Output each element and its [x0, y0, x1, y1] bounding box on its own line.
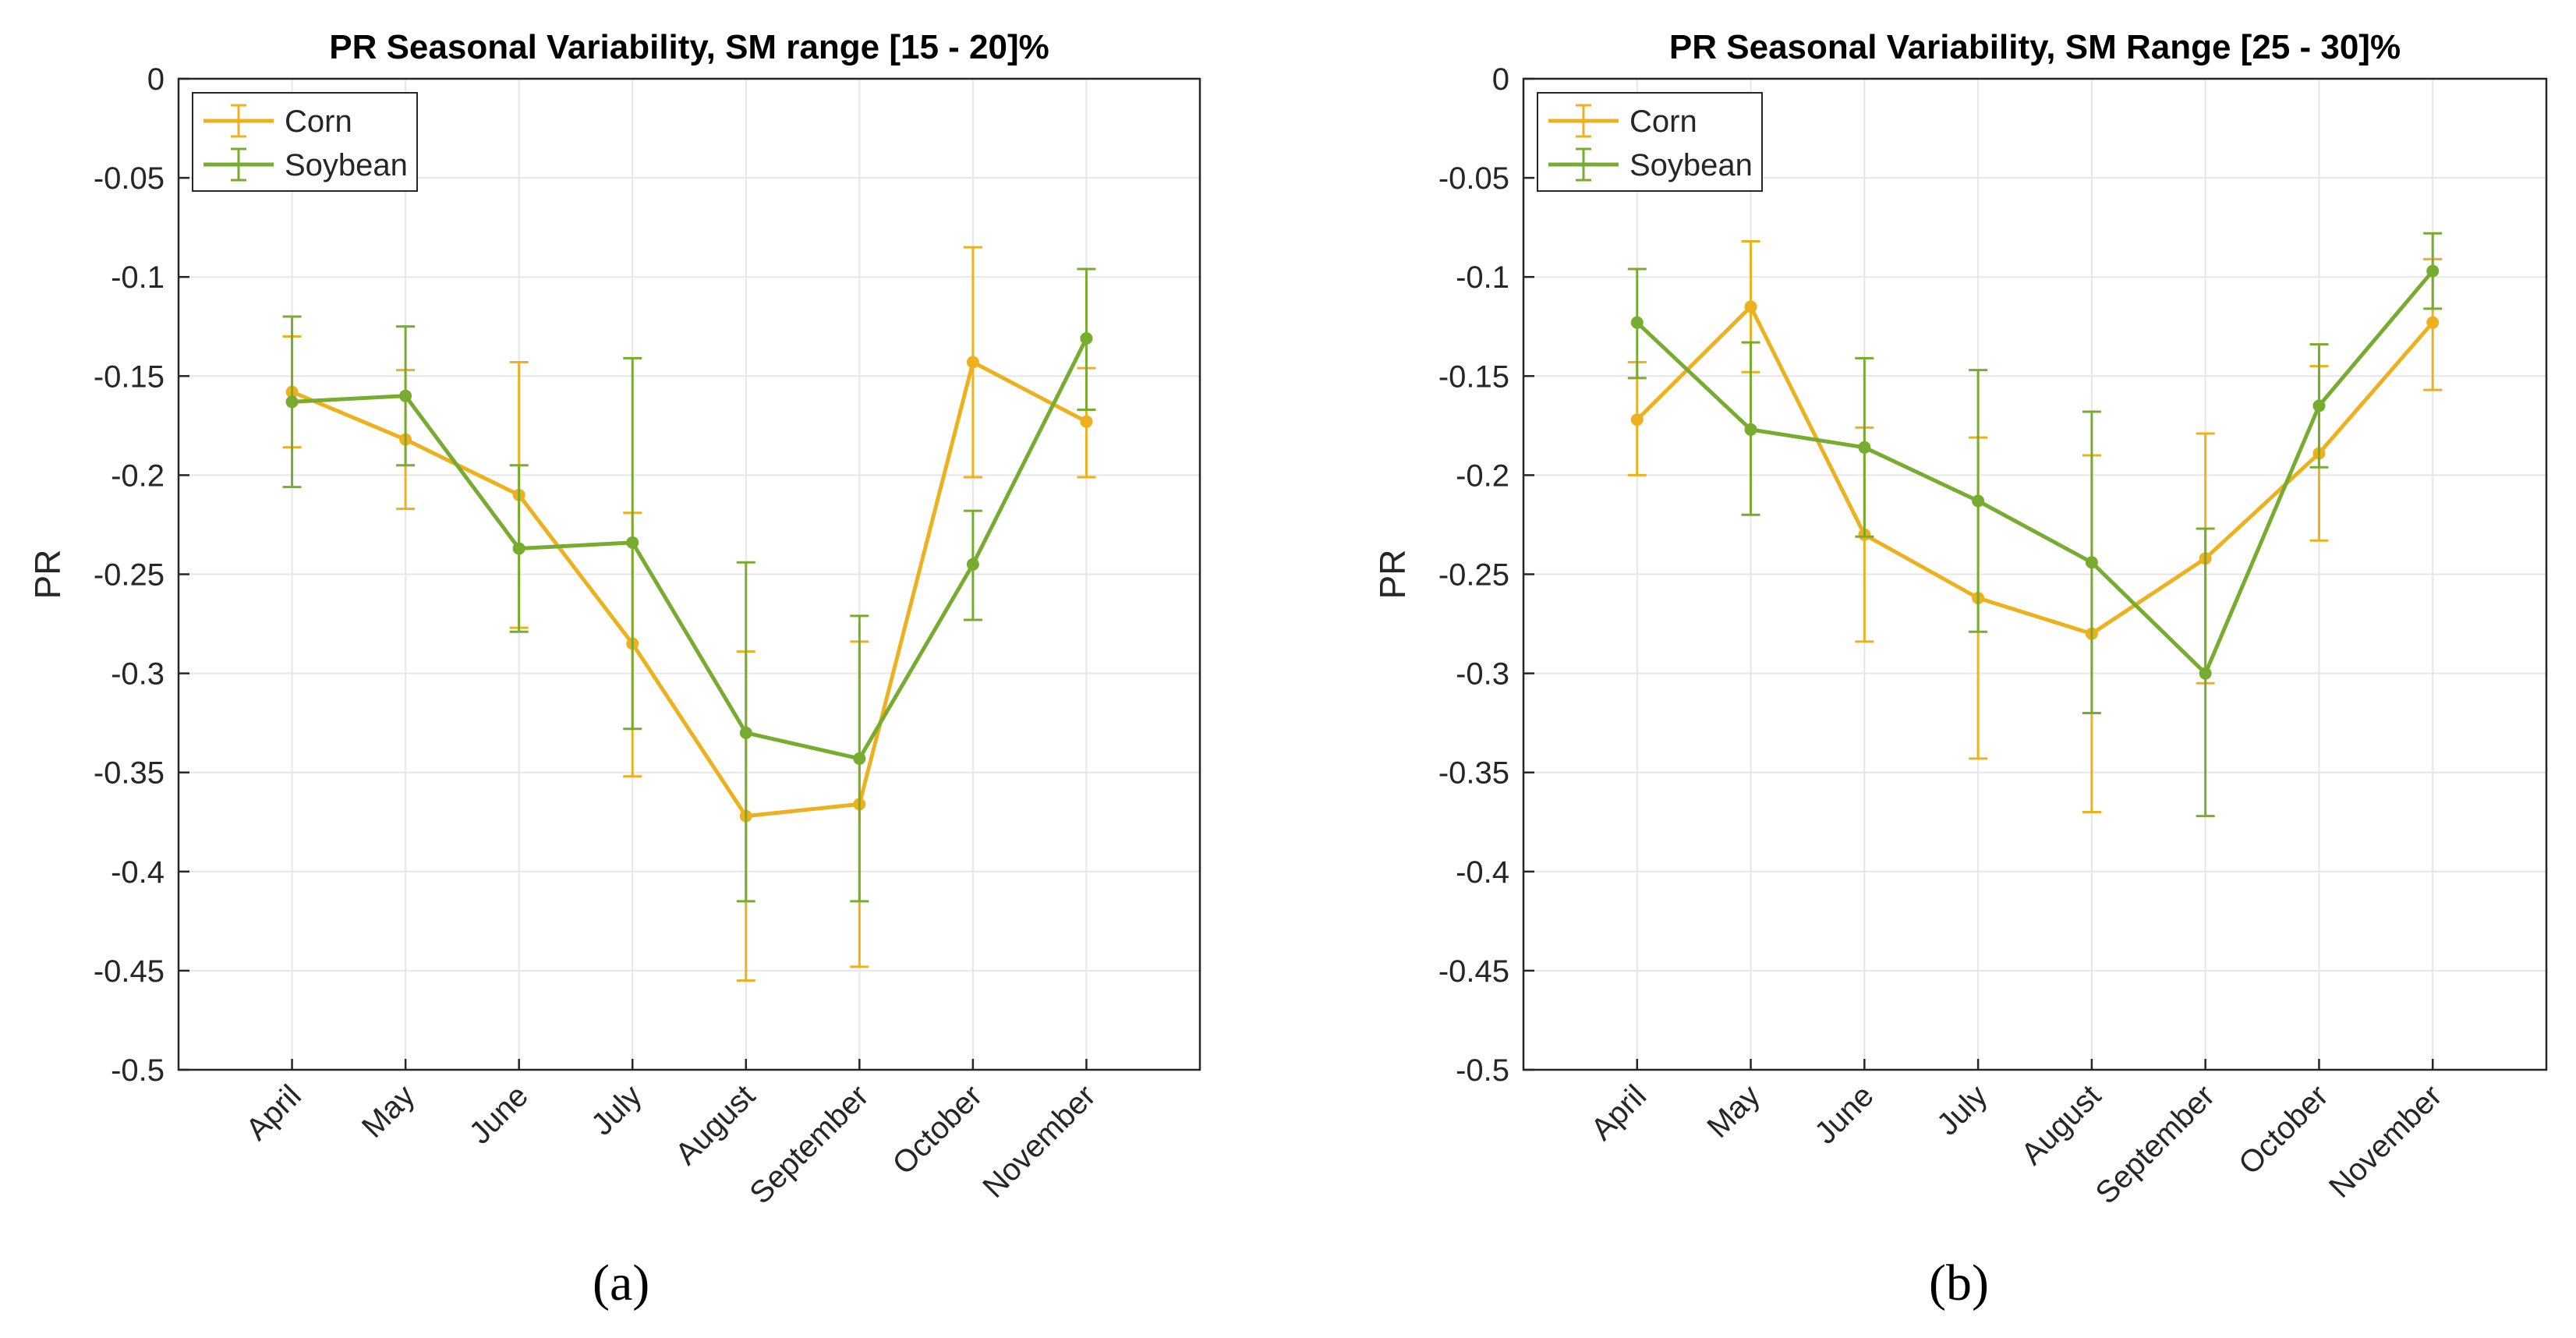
y-tick-label: -0.35 [1438, 756, 1509, 791]
series-soybean [282, 267, 1096, 903]
data-point [2312, 399, 2326, 412]
y-tick-label: -0.45 [1438, 954, 1509, 989]
y-tick-label: -0.05 [94, 161, 165, 196]
x-tick-label: September [2089, 1078, 2221, 1210]
x-tick-label: November [2323, 1078, 2449, 1205]
data-point [966, 558, 979, 571]
y-tick-label: -0.05 [1438, 161, 1509, 196]
y-tick-label: -0.4 [1456, 855, 1509, 890]
legend: Corn Soybean [192, 92, 418, 192]
x-tick-label: June [1808, 1078, 1880, 1150]
data-point [853, 752, 866, 765]
data-point [1972, 494, 1985, 508]
y-tick-label: -0.35 [94, 756, 165, 791]
data-point [2426, 316, 2440, 329]
chart-b: 0 -0.05 -0.1 -0.15 -0.2 -0.25 -0.3 -0.35 -0.4 -0.… [1372, 28, 2548, 1211]
x-tick-label: June [463, 1078, 535, 1150]
y-tick-label: -0.1 [111, 260, 165, 295]
y-tick-label: -0.5 [1456, 1053, 1509, 1088]
panel-caption-b: (b) [1929, 1255, 1989, 1311]
x-tick-label: September [743, 1078, 875, 1210]
y-tick-label: 0 [147, 62, 165, 97]
x-tick-label: April [239, 1078, 308, 1147]
data-point [285, 395, 299, 409]
chart-title: PR Seasonal Variability, SM Range [25 - … [1669, 28, 2401, 66]
data-point [966, 356, 979, 369]
x-tick-label: October [2232, 1078, 2335, 1181]
series-line [291, 360, 1088, 819]
data-point [1858, 441, 1871, 454]
data-point [2426, 264, 2440, 278]
x-tick-label: August [2015, 1078, 2107, 1171]
data-point [1744, 423, 1757, 436]
legend-label: Corn [285, 104, 352, 139]
x-tick-label: October [886, 1078, 989, 1181]
legend-label: Corn [1629, 104, 1697, 139]
x-tick-label: July [585, 1078, 648, 1142]
y-tick-label: -0.4 [111, 855, 165, 890]
y-axis-label: PR [27, 550, 68, 600]
data-point [626, 536, 639, 549]
data-point [1630, 413, 1644, 427]
y-tick-label: -0.1 [1456, 260, 1509, 295]
data-point [512, 542, 525, 555]
legend-label: Soybean [1629, 148, 1753, 182]
panel-caption-a: (a) [593, 1255, 650, 1311]
series-line [1636, 304, 2435, 636]
chart-title: PR Seasonal Variability, SM range [15 - … [329, 28, 1049, 66]
x-tick-label: May [356, 1078, 422, 1145]
y-tick-label: -0.2 [1456, 458, 1509, 493]
legend-box [192, 92, 418, 192]
data-point [399, 389, 412, 402]
data-point [1744, 300, 1757, 313]
y-tick-label: -0.3 [1456, 657, 1509, 692]
y-tick-label: -0.15 [94, 359, 165, 394]
chart-a: 0 -0.05 -0.1 -0.15 -0.2 -0.25 -0.3 -0.35 -0.4 -0.… [27, 28, 1201, 1211]
y-tick-label: -0.3 [111, 657, 165, 692]
y-tick-label: 0 [1492, 62, 1509, 97]
y-tick-label: -0.45 [94, 954, 165, 989]
data-point [1080, 415, 1093, 428]
y-tick-label: -0.5 [111, 1053, 165, 1088]
data-point [2085, 556, 2098, 569]
y-axis-label: PR [1372, 550, 1413, 600]
data-point [1080, 332, 1093, 345]
legend-label: Soybean [285, 148, 408, 182]
x-tick-label: August [669, 1078, 762, 1171]
legend-box [1537, 92, 1763, 192]
data-point [2199, 667, 2212, 680]
y-tick-label: -0.2 [111, 458, 165, 493]
x-tick-label: May [1700, 1078, 1767, 1145]
data-point [1630, 316, 1644, 329]
data-point [739, 726, 752, 739]
y-tick-label: -0.15 [1438, 359, 1509, 394]
series-line [292, 337, 1088, 761]
legend: Corn Soybean [1537, 92, 1763, 192]
x-tick-label: April [1584, 1078, 1653, 1147]
series-soybean [1627, 232, 2443, 818]
y-tick-label: -0.25 [1438, 558, 1509, 593]
y-tick-label: -0.25 [94, 558, 165, 593]
series-line [1636, 269, 2435, 676]
x-tick-label: November [976, 1078, 1102, 1205]
x-tick-label: July [1930, 1078, 1994, 1142]
